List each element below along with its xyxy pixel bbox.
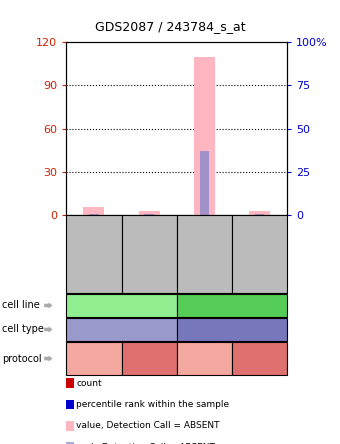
Text: protocol: protocol <box>2 353 41 364</box>
Bar <box>144 214 154 215</box>
Text: GSM112323: GSM112323 <box>200 227 209 281</box>
Text: squamous: squamous <box>205 325 259 334</box>
Bar <box>249 211 270 215</box>
Text: count: count <box>76 379 102 388</box>
Text: SCC-1: SCC-1 <box>215 301 249 310</box>
Text: cell type: cell type <box>2 325 44 334</box>
Text: GDS2087 / 243784_s_at: GDS2087 / 243784_s_at <box>95 20 245 33</box>
Text: keratinocyte: keratinocyte <box>89 325 154 334</box>
Text: GSM112320: GSM112320 <box>145 227 154 281</box>
Bar <box>255 214 265 215</box>
Text: value, Detection Call = ABSENT: value, Detection Call = ABSENT <box>76 421 220 430</box>
Bar <box>194 57 215 215</box>
Text: p63
knockdown: p63 knockdown <box>124 349 175 368</box>
Text: GSM112324: GSM112324 <box>255 227 264 281</box>
Text: percentile rank within the sample: percentile rank within the sample <box>76 400 230 409</box>
Text: p63
knockdown: p63 knockdown <box>234 349 285 368</box>
Text: HaCaT: HaCaT <box>103 301 140 310</box>
Text: GSM112319: GSM112319 <box>89 227 98 281</box>
Bar <box>89 214 99 215</box>
Bar <box>139 211 160 215</box>
Bar <box>200 151 209 215</box>
Text: rank, Detection Call = ABSENT: rank, Detection Call = ABSENT <box>76 443 215 444</box>
Text: control: control <box>78 354 110 363</box>
Text: cell line: cell line <box>2 301 39 310</box>
Text: control: control <box>189 354 220 363</box>
Bar <box>83 207 104 215</box>
